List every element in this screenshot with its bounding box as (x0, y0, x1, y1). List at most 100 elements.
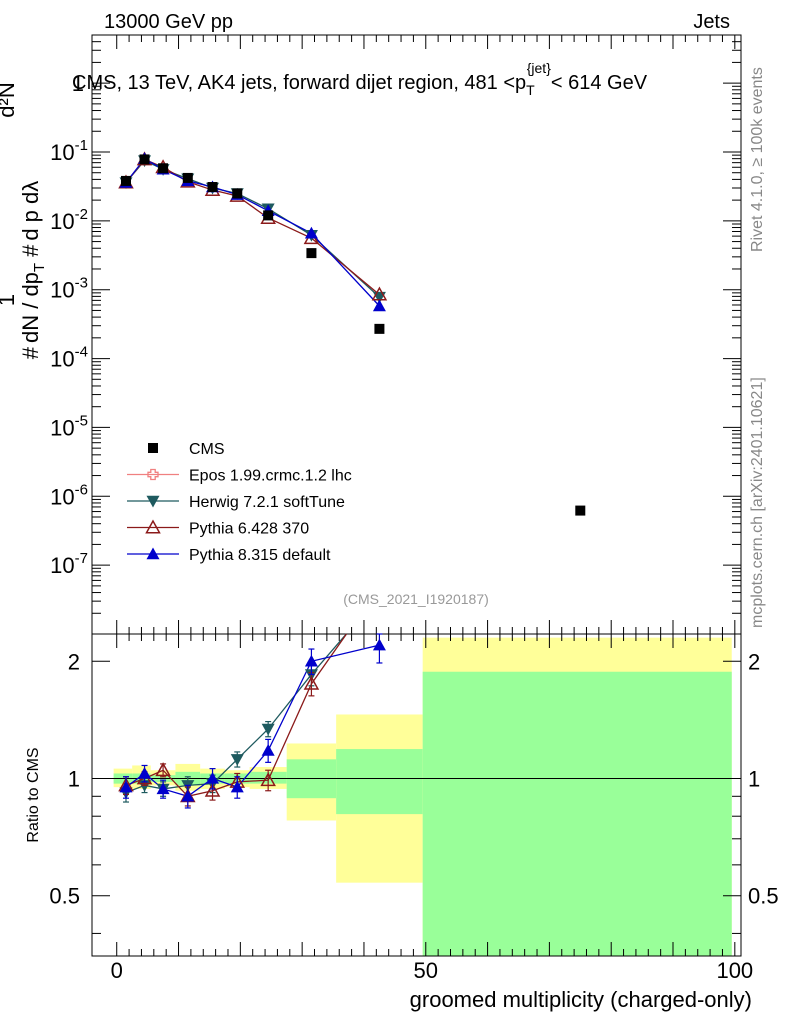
ratio-series-point (372, 638, 386, 651)
main-y-tick-base: 10 (50, 553, 74, 578)
ratio-series-point (304, 654, 318, 667)
y-label-hash2: # (18, 244, 43, 257)
plot-title-prefix: CMS, 13 TeV, AK4 jets, forward dijet reg… (72, 72, 526, 94)
ratio-series-point (204, 782, 221, 797)
ratio-y-axis-label: Ratio to CMS (25, 747, 42, 842)
main-y-tick-exponent: -7 (75, 550, 88, 567)
legend-marker (146, 547, 160, 560)
ratio-y-tick-label-left: 1 (68, 766, 80, 791)
main-y-tick-base: 10 (50, 347, 74, 372)
main-axis-ticks (92, 34, 741, 635)
legend-label: Herwig 7.2.1 softTune (189, 494, 345, 511)
plot-title-sub: T (526, 82, 535, 98)
y-label-den: dN / dp (18, 272, 43, 343)
ratio-band-green (422, 671, 732, 956)
ratio-y-tick-label-right: 2 (748, 649, 760, 674)
x-tick-label: 50 (414, 958, 438, 983)
main-y-tick-label: 10-2 (50, 206, 88, 234)
y-label-sub: T (31, 263, 48, 272)
main-y-tick-label: 10-1 (50, 137, 88, 165)
main-y-axis-label-num2: d²N (0, 82, 19, 117)
ratio-y-tick-label-right: 0.5 (748, 884, 779, 909)
ratio-series-point (261, 723, 275, 736)
cms-point (182, 172, 193, 183)
x-tick-labels: 0 50 100 (111, 958, 754, 983)
ratio-series-point (155, 762, 171, 777)
ratio-series-markers (118, 633, 386, 809)
reference-label: (CMS_2021_I1920187) (343, 591, 489, 607)
main-y-axis-label: # dN / dpT # d p dλ 1 d²N (0, 82, 48, 359)
ratio-series-point (260, 772, 276, 787)
x-axis-label: groomed multiplicity (charged-only) (410, 987, 752, 1012)
main-y-tick-label: 10-5 (50, 412, 88, 440)
main-series-point (304, 226, 318, 239)
main-series-point (372, 299, 386, 312)
y-label-den2: d p dλ (18, 181, 43, 241)
cms-point (139, 154, 150, 165)
main-series-lines (125, 157, 380, 307)
main-y-tick-exponent: -1 (75, 137, 88, 154)
ratio-axis-ticks (92, 634, 741, 956)
legend-label: CMS (189, 441, 225, 458)
legend: CMS Epos 1.99.crmc.1.2 lhc Herwig 7.2.1 so… (127, 441, 352, 564)
cms-point (575, 505, 586, 516)
main-y-tick-labels: 10-710-610-510-410-310-210-11 (50, 71, 88, 578)
main-y-tick-base: 10 (50, 140, 74, 165)
ratio-y-tick-label-right: 1 (748, 766, 760, 791)
ratio-series-point (119, 780, 133, 793)
main-plot-panel: 10-710-610-510-410-310-210-11 CMS, 13 Te… (50, 34, 742, 635)
main-series-line (125, 158, 380, 296)
ratio-plot-frame (91, 633, 742, 957)
main-y-tick-base: 10 (50, 484, 74, 509)
cms-point (232, 188, 243, 199)
legend-marker (146, 495, 160, 508)
ratio-y-tick-label-left: 2 (68, 649, 80, 674)
main-y-tick-exponent: -2 (75, 206, 88, 223)
cms-point (207, 182, 218, 193)
y-label-hash1: # (18, 346, 43, 359)
main-y-tick-label: 10-4 (50, 344, 88, 372)
main-y-tick-label: 10-6 (50, 481, 88, 509)
main-y-axis-label-text: # dN / dpT # d p dλ (18, 181, 48, 360)
ratio-y-tick-label-left: 0.5 (49, 884, 80, 909)
main-y-tick-exponent: -6 (75, 481, 88, 498)
main-y-tick-label: 1 (72, 71, 84, 96)
main-y-tick-exponent: -3 (75, 275, 88, 292)
ratio-series-point (261, 743, 275, 756)
legend-marker (148, 443, 158, 453)
legend-label: Pythia 6.428 370 (189, 521, 309, 538)
ratio-series-point (230, 754, 244, 766)
side-mcplots-label: mcplots.cern.ch [arXiv:2401.10621] (749, 377, 766, 628)
plot-title-suffix: < 614 GeV (551, 72, 648, 94)
ratio-band-green (336, 749, 423, 815)
main-series-line (125, 157, 380, 307)
main-y-axis-label-num: 1 (0, 294, 19, 306)
legend-marker (145, 519, 161, 534)
ratio-series-point (181, 789, 195, 802)
main-series-line (125, 159, 380, 298)
x-tick-label: 0 (111, 958, 123, 983)
main-series-markers (118, 151, 388, 312)
header-collision-label: 13000 GeV pp (104, 11, 233, 33)
main-y-tick-label: 10-7 (50, 550, 88, 578)
main-y-tick-base: 10 (50, 415, 74, 440)
x-tick-label: 100 (716, 958, 753, 983)
ratio-series-point (206, 771, 220, 784)
ratio-series-point (138, 766, 152, 779)
legend-label: Pythia 8.315 default (189, 547, 331, 564)
cms-data-points (120, 154, 586, 516)
ratio-series-point (303, 675, 320, 690)
side-rivet-label: Rivet 4.1.0, ≥ 100k events (749, 67, 766, 252)
main-y-tick-base: 10 (50, 209, 74, 234)
main-y-tick-label: 10-3 (50, 275, 88, 303)
main-y-tick-exponent: -4 (75, 344, 88, 361)
cms-point (158, 163, 169, 174)
plot-title: CMS, 13 TeV, AK4 jets, forward dijet reg… (72, 60, 648, 98)
cms-point (120, 175, 131, 186)
ratio-plot-panel: 0.5 0.5 1 1 2 2 0 50 100 (49, 633, 779, 983)
legend-marker (147, 468, 159, 481)
cms-point (374, 323, 385, 334)
legend-label: Epos 1.99.crmc.1.2 lhc (189, 468, 352, 485)
main-y-tick-exponent: -5 (75, 412, 88, 429)
